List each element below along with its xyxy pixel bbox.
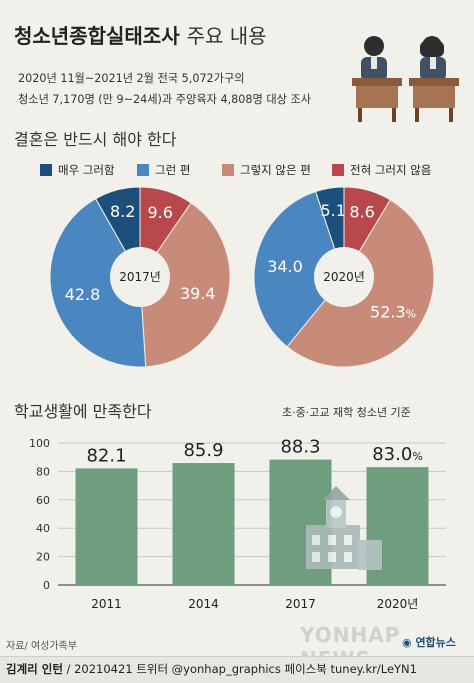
credit-line: 김계리 인턴 / 20210421 트위터 @yonhap_graphics 페… xyxy=(6,662,417,676)
subtitle-line-1: 2020년 11월~2021년 2월 전국 5,072가구의 xyxy=(18,72,245,85)
bar-value-label: 82.1 xyxy=(86,445,126,466)
page-title: 청소년종합실태조사 주요 내용 xyxy=(14,24,267,48)
pie-center-label-0: 2017년 xyxy=(119,270,161,284)
bar-2014 xyxy=(172,463,235,585)
pie-value-label-1-1: 34.0 xyxy=(267,257,303,276)
legend-item-1: 매우 그러함 xyxy=(40,162,115,178)
y-tick-label: 20 xyxy=(36,551,50,564)
subtitle-line-2: 청소년 7,170명 (만 9~24세)과 주양육자 4,808명 대상 조사 xyxy=(18,93,312,106)
pie-center-hole-1 xyxy=(314,247,374,307)
pie-value-label-0-2: 39.4 xyxy=(180,284,216,303)
y-tick-label: 60 xyxy=(36,494,50,507)
bar-value-label: 83.0% xyxy=(372,444,423,465)
pie-slice-0-2 xyxy=(139,202,231,368)
legend-item-2: 그런 편 xyxy=(137,162,190,178)
footer-bar xyxy=(0,656,474,683)
legend-item-4: 전혀 그러지 않음 xyxy=(332,162,431,178)
bar-value-label: 88.3 xyxy=(280,437,320,458)
x-tick-label: 2017 xyxy=(285,597,316,611)
school-chart-title: 학교생활에 만족한다 xyxy=(14,402,152,421)
marriage-chart-title: 결혼은 반드시 해야 한다 xyxy=(14,130,177,149)
y-tick-label: 0 xyxy=(43,579,50,592)
pie-value-label-1-0: 5.1 xyxy=(320,201,345,220)
y-tick-label: 80 xyxy=(36,465,50,478)
school-chart-note: 초·중·고교 재학 청소년 기준 xyxy=(282,406,411,419)
pie-slice-0-1 xyxy=(49,197,147,368)
pie-value-label-0-1: 42.8 xyxy=(65,285,101,304)
bar-2011 xyxy=(75,468,138,585)
pie-value-label-0-0: 8.2 xyxy=(110,202,135,221)
pie-value-label-0-3: 9.6 xyxy=(147,203,172,222)
pie-center-label-1: 2020년 xyxy=(323,270,365,284)
pie-value-label-1-2: 52.3% xyxy=(370,303,416,322)
bar-value-label: 85.9 xyxy=(183,440,223,461)
pie-value-label-1-3: 8.6 xyxy=(349,203,374,222)
y-tick-label: 40 xyxy=(36,522,50,535)
x-tick-label: 2014 xyxy=(188,597,219,611)
x-tick-label: 2020년 xyxy=(377,597,419,611)
brand-logo: ◉ 연합뉴스 xyxy=(402,636,456,649)
pie-center-hole-0 xyxy=(110,247,170,307)
source-text: 자료/ 여성가족부 xyxy=(6,641,77,652)
x-tick-label: 2011 xyxy=(91,597,122,611)
pie-slice-1-1 xyxy=(253,190,345,348)
legend-item-3: 그렇지 않은 편 xyxy=(222,162,311,178)
y-tick-label: 100 xyxy=(29,437,50,450)
school-building-icon xyxy=(306,486,382,570)
